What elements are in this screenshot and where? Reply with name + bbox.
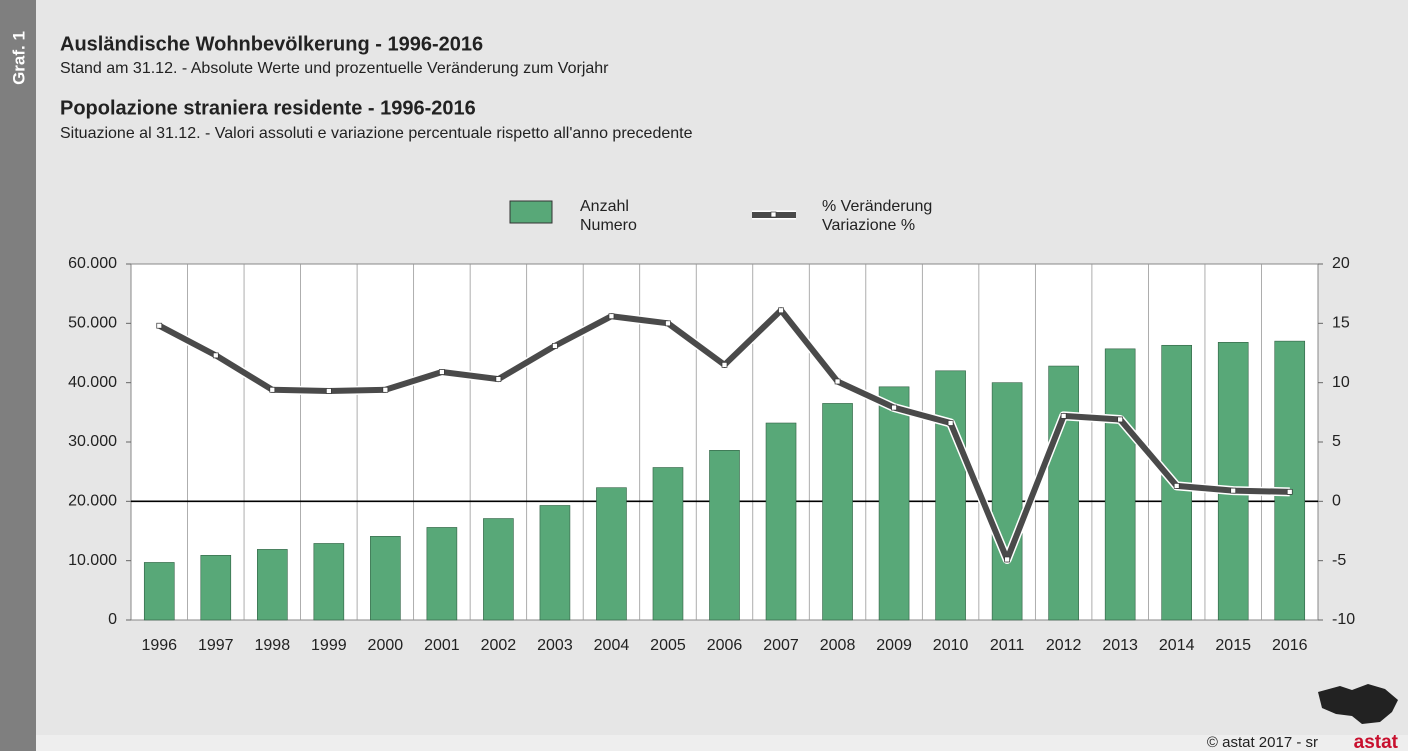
- bar: [426, 527, 458, 621]
- chart-subtitle: Situazione al 31.12. - Valori assoluti e…: [60, 125, 693, 142]
- bar: [370, 536, 401, 621]
- x-tick-label: 2009: [876, 637, 912, 654]
- x-tick-label: 2003: [537, 637, 573, 654]
- x-tick-label: 2008: [820, 637, 856, 654]
- y-tick-label: 50.000: [68, 315, 117, 332]
- line-marker: [325, 388, 332, 394]
- y2-tick-label: 15: [1332, 315, 1350, 332]
- side-strip: [0, 0, 36, 751]
- line-marker: [1004, 556, 1010, 563]
- x-tick-label: 2005: [650, 637, 686, 654]
- chart-title: Popolazione straniera residente - 1996-2…: [60, 97, 476, 119]
- legend-label: % Veränderung Variazione %: [822, 198, 933, 234]
- footer-band: [0, 735, 1408, 751]
- line-marker: [665, 320, 671, 327]
- line-marker: [439, 369, 445, 375]
- x-tick-label: 2002: [481, 637, 517, 654]
- x-tick-label: 2001: [424, 637, 460, 654]
- line-marker: [608, 313, 615, 320]
- bar: [1217, 342, 1249, 621]
- bar: [596, 487, 627, 621]
- x-tick-label: 1997: [198, 637, 234, 654]
- y2-tick-label: 20: [1332, 255, 1350, 272]
- line-marker: [495, 376, 502, 382]
- legend-label: Anzahl Numero: [580, 198, 637, 234]
- logo-text: astat: [1354, 732, 1399, 751]
- line-marker: [1230, 487, 1237, 494]
- x-tick-label: 1999: [311, 637, 347, 654]
- line-marker: [212, 352, 219, 359]
- bar: [822, 403, 853, 621]
- bar: [313, 543, 345, 621]
- y2-tick-label: -5: [1332, 552, 1346, 569]
- y-tick-label: 10.000: [68, 552, 117, 569]
- bar: [991, 382, 1023, 621]
- chart-subtitle: Stand am 31.12. - Absolute Werte und pro…: [60, 60, 609, 77]
- line-marker: [834, 378, 841, 385]
- line-marker: [1060, 413, 1067, 419]
- line-marker: [947, 420, 954, 426]
- x-tick-label: 2015: [1215, 637, 1251, 654]
- bar: [878, 386, 910, 621]
- x-tick-label: 2014: [1159, 637, 1195, 654]
- bar: [257, 549, 288, 621]
- x-tick-label: 2012: [1046, 637, 1082, 654]
- line-marker: [382, 386, 389, 393]
- chart-title: Ausländische Wohnbevölkerung - 1996-2016: [60, 33, 483, 55]
- x-tick-label: 1998: [255, 637, 291, 654]
- y2-tick-label: -10: [1332, 611, 1355, 628]
- y-tick-label: 0: [108, 611, 117, 628]
- y-tick-label: 60.000: [68, 255, 117, 272]
- bar: [935, 370, 966, 621]
- line-marker: [778, 307, 784, 314]
- x-tick-label: 1996: [141, 637, 177, 654]
- bar: [143, 562, 175, 621]
- logo-map: [1318, 684, 1398, 724]
- side-label: Graf. 1: [9, 31, 28, 85]
- x-tick-label: 2013: [1102, 637, 1138, 654]
- copyright: © astat 2017 - sr: [1207, 734, 1318, 751]
- x-tick-label: 2004: [594, 637, 630, 654]
- line-marker: [156, 322, 163, 329]
- y2-tick-label: 0: [1332, 493, 1341, 510]
- bar: [1274, 340, 1306, 621]
- x-tick-label: 2007: [763, 637, 799, 654]
- y2-tick-label: 10: [1332, 374, 1350, 391]
- x-tick-label: 2006: [707, 637, 743, 654]
- x-tick-label: 2011: [990, 637, 1025, 654]
- y-tick-label: 30.000: [68, 433, 117, 450]
- bar: [1048, 365, 1079, 621]
- line-marker: [269, 386, 276, 393]
- line-marker: [552, 343, 558, 349]
- bar: [539, 505, 571, 621]
- bar: [200, 555, 232, 621]
- x-tick-label: 2016: [1272, 637, 1308, 654]
- bar: [709, 450, 740, 621]
- x-tick-label: 2010: [933, 637, 969, 654]
- line-marker: [1173, 483, 1180, 489]
- bar: [765, 422, 797, 621]
- line-marker: [891, 404, 897, 411]
- x-tick-label: 2000: [368, 637, 404, 654]
- line-marker: [721, 362, 728, 368]
- y-tick-label: 20.000: [68, 493, 117, 510]
- line-marker: [1117, 416, 1124, 423]
- legend-marker: [770, 211, 777, 218]
- legend-swatch: [509, 200, 553, 224]
- bar: [483, 518, 514, 621]
- bar: [652, 467, 684, 621]
- bar: [1104, 348, 1136, 621]
- y2-tick-label: 5: [1332, 433, 1341, 450]
- y-tick-label: 40.000: [68, 374, 117, 391]
- line-marker: [1286, 488, 1293, 495]
